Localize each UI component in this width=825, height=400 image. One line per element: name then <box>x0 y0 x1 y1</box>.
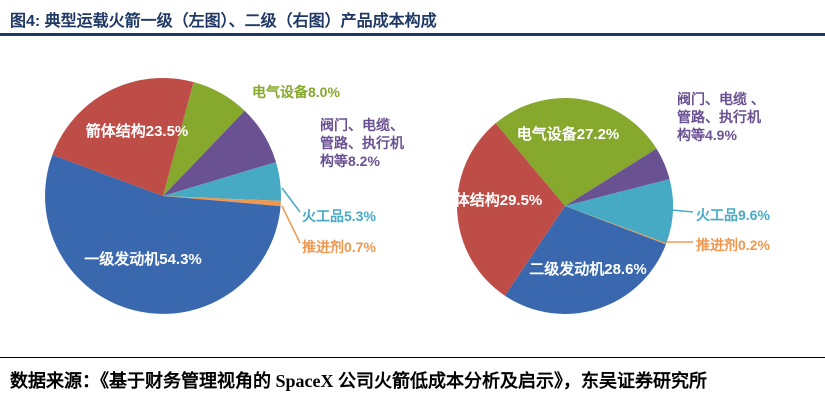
label-electrical-right: 电气设备27.2% <box>516 126 620 143</box>
pie-slice-0-3 <box>163 196 281 207</box>
pie-slice-1-2 <box>565 179 674 244</box>
label-first-stage-engine: 一级发动机54.3% <box>84 251 202 268</box>
label-valves-cables-right: 阀门、电缆 、管路、执行机构等4.9% <box>677 91 765 143</box>
pie-slice-1-1 <box>565 148 670 206</box>
pie-slice-0-2 <box>163 162 281 201</box>
header-underline <box>0 33 825 36</box>
label-propellant-left: 推进剂0.7% <box>302 239 376 255</box>
pie-slice-1-3 <box>565 206 667 245</box>
label-body-structure-left: 箭体结构23.5% <box>85 123 189 140</box>
label-body-structure-right: 箭体结构29.5% <box>439 192 543 209</box>
label-valves-cables-left: 阀门、电缆、管路、执行机构等8.2% <box>320 117 404 169</box>
label-pyrotechnics-right: 火工品9.6% <box>696 207 770 223</box>
data-source-text: 数据来源：《基于财务管理视角的 SpaceX 公司火箭低成本分析及启示》，东吴证… <box>10 371 707 391</box>
pie-slice-1-4 <box>504 206 666 314</box>
pie-slice-0-5 <box>52 77 194 196</box>
pie-slice-0-0 <box>163 82 245 196</box>
label-pyrotechnics-left: 火工品5.3% <box>302 208 376 224</box>
label-electrical-left: 电气设备8.0% <box>252 84 340 100</box>
pie-slice-0-4 <box>45 154 281 314</box>
label-propellant-right: 推进剂0.2% <box>696 237 770 253</box>
footer-divider <box>0 357 825 358</box>
pie-slice-1-0 <box>495 98 657 206</box>
leader-line-1-2 <box>671 209 694 213</box>
pie-slice-1-5 <box>457 123 565 296</box>
leader-line-0-2 <box>281 187 301 213</box>
figure-title: 图4: 典型运载火箭一级（左图）、二级（右图）产品成本构成 <box>10 13 437 30</box>
label-second-stage-engine: 二级发动机28.6% <box>529 261 647 278</box>
pie-slice-0-1 <box>163 110 276 196</box>
leader-line-0-3 <box>281 205 301 244</box>
